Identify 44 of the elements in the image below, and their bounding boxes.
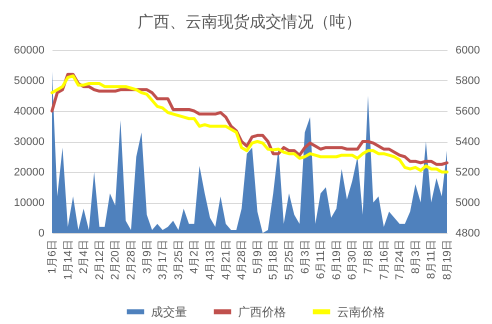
y2-tick-label: 5000 bbox=[456, 197, 480, 209]
x-tick-label: 3月25日 bbox=[172, 240, 185, 280]
x-tick-label: 1月14日 bbox=[62, 240, 74, 280]
y2-tick-label: 6000 bbox=[456, 44, 480, 56]
y2-tick-label: 5400 bbox=[456, 136, 480, 148]
y2-tick-label: 4800 bbox=[456, 228, 480, 240]
y2-tick-label: 5200 bbox=[456, 166, 480, 178]
y2-tick-label: 5600 bbox=[456, 106, 480, 118]
y-tick-label: 0 bbox=[38, 228, 44, 240]
x-tick-label: 1月6日 bbox=[46, 240, 58, 274]
x-tick-label: 7月24日 bbox=[394, 240, 406, 280]
x-tick-label: 6月30日 bbox=[346, 240, 359, 280]
legend-label: 成交量 bbox=[151, 304, 187, 319]
y-tick-label: 10000 bbox=[14, 197, 44, 209]
x-tick-label: 8月3日 bbox=[410, 240, 422, 274]
x-tick-label: 2月4日 bbox=[78, 240, 90, 274]
x-tick-label: 2月20日 bbox=[110, 240, 122, 280]
x-tick-label: 4月2日 bbox=[188, 240, 201, 274]
x-tick-label: 6月11日 bbox=[315, 240, 328, 280]
x-tick-label: 5月18日 bbox=[268, 240, 280, 280]
x-tick-label: 4月21日 bbox=[220, 240, 232, 280]
x-tick-label: 8月19日 bbox=[442, 240, 454, 280]
x-tick-label: 3月17日 bbox=[157, 240, 170, 280]
y-tick-label: 30000 bbox=[14, 136, 44, 148]
legend-label: 云南价格 bbox=[337, 304, 385, 319]
y-tick-label: 50000 bbox=[14, 75, 44, 87]
legend-label: 广西价格 bbox=[238, 304, 286, 319]
x-tick-label: 2月12日 bbox=[94, 240, 106, 280]
x-tick-label: 3月9日 bbox=[141, 240, 154, 274]
y-tick-label: 60000 bbox=[14, 44, 44, 56]
x-tick-label: 8月11日 bbox=[426, 240, 438, 280]
x-tick-label: 5月9日 bbox=[252, 240, 264, 274]
x-tick-label: 5月25日 bbox=[284, 240, 296, 280]
x-tick-label: 2月28日 bbox=[126, 240, 138, 280]
x-tick-label: 4月13日 bbox=[204, 240, 216, 280]
y2-tick-label: 5800 bbox=[456, 75, 480, 87]
y-tick-label: 20000 bbox=[14, 166, 44, 178]
x-tick-label: 7月16日 bbox=[378, 240, 390, 280]
y-tick-label: 40000 bbox=[14, 106, 44, 118]
x-tick-label: 4月28日 bbox=[236, 240, 248, 280]
x-tick-label: 7月8日 bbox=[362, 240, 374, 274]
chart-title: 广西、云南现货成交情况（吨） bbox=[138, 13, 362, 31]
x-tick-label: 6月3日 bbox=[299, 240, 312, 274]
x-tick-label: 6月19日 bbox=[330, 240, 343, 280]
